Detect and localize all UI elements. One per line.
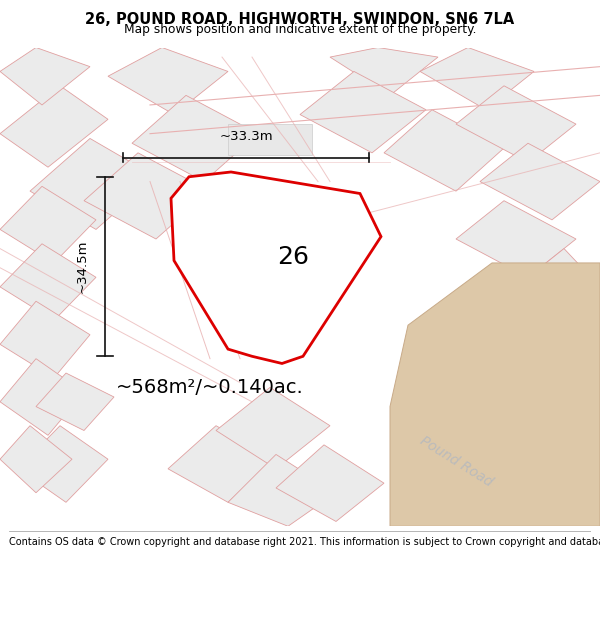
Polygon shape [228, 454, 336, 526]
Polygon shape [30, 139, 156, 229]
Polygon shape [171, 172, 381, 364]
Polygon shape [0, 301, 90, 378]
Polygon shape [0, 244, 96, 321]
Polygon shape [0, 186, 96, 263]
Text: ~34.5m: ~34.5m [76, 240, 89, 293]
Polygon shape [84, 153, 210, 239]
Text: 26, POUND ROAD, HIGHWORTH, SWINDON, SN6 7LA: 26, POUND ROAD, HIGHWORTH, SWINDON, SN6 … [85, 12, 515, 27]
Text: Map shows position and indicative extent of the property.: Map shows position and indicative extent… [124, 22, 476, 36]
Polygon shape [18, 426, 108, 503]
Text: ~568m²/~0.140ac.: ~568m²/~0.140ac. [116, 378, 304, 397]
Text: Pound Road: Pound Road [417, 434, 495, 489]
Polygon shape [216, 388, 330, 469]
Polygon shape [0, 359, 84, 435]
Polygon shape [330, 48, 438, 96]
Polygon shape [132, 96, 258, 181]
Text: Contains OS data © Crown copyright and database right 2021. This information is : Contains OS data © Crown copyright and d… [9, 537, 600, 547]
Polygon shape [516, 249, 600, 325]
Polygon shape [0, 86, 108, 167]
Polygon shape [192, 229, 324, 316]
Polygon shape [300, 71, 426, 153]
Text: 26: 26 [277, 245, 309, 269]
Polygon shape [0, 426, 72, 493]
Polygon shape [228, 124, 312, 155]
Text: ~33.3m: ~33.3m [219, 130, 273, 143]
Polygon shape [390, 263, 600, 526]
Polygon shape [108, 48, 228, 114]
Polygon shape [420, 48, 534, 110]
Polygon shape [168, 426, 276, 503]
Polygon shape [36, 373, 114, 431]
Polygon shape [0, 48, 90, 105]
Polygon shape [456, 201, 576, 278]
Polygon shape [276, 445, 384, 521]
Polygon shape [456, 86, 576, 162]
Polygon shape [384, 110, 504, 191]
Polygon shape [480, 143, 600, 220]
